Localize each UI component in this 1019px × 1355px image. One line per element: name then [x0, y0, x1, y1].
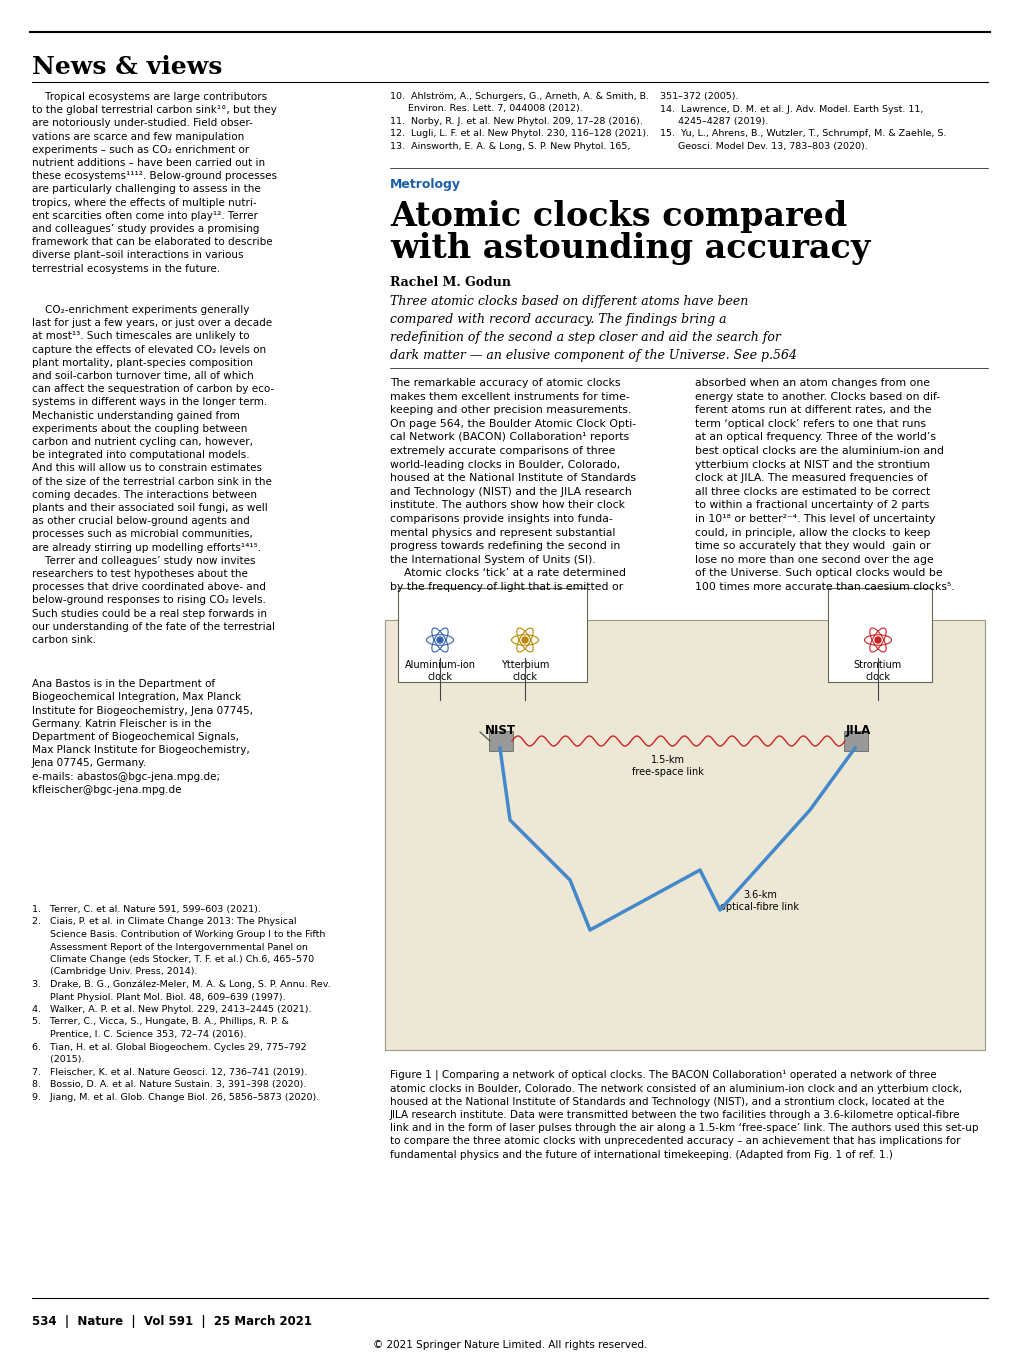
Text: JILA: JILA — [845, 724, 870, 737]
FancyBboxPatch shape — [827, 588, 931, 682]
Text: Strontium
clock: Strontium clock — [853, 660, 901, 682]
Text: Aluminium-ion
clock: Aluminium-ion clock — [405, 660, 475, 682]
Text: absorbed when an atom changes from one
energy state to another. Clocks based on : absorbed when an atom changes from one e… — [694, 378, 954, 592]
FancyBboxPatch shape — [488, 730, 513, 751]
Text: 10.  Ahlström, A., Schurgers, G., Arneth, A. & Smith, B.
      Environ. Res. Let: 10. Ahlström, A., Schurgers, G., Arneth,… — [389, 92, 648, 150]
Text: CO₂-enrichment experiments generally
last for just a few years, or just over a d: CO₂-enrichment experiments generally las… — [32, 305, 275, 645]
Text: Metrology: Metrology — [389, 178, 461, 191]
Text: NIST: NIST — [484, 724, 515, 737]
FancyBboxPatch shape — [397, 588, 586, 682]
Text: © 2021 Springer Nature Limited. All rights reserved.: © 2021 Springer Nature Limited. All righ… — [373, 1340, 646, 1350]
Text: Atomic clocks compared: Atomic clocks compared — [389, 201, 847, 233]
Text: Rachel M. Godun: Rachel M. Godun — [389, 276, 511, 289]
Text: Ytterbium
clock: Ytterbium clock — [500, 660, 548, 682]
Text: The remarkable accuracy of atomic clocks
makes them excellent instruments for ti: The remarkable accuracy of atomic clocks… — [389, 378, 636, 592]
FancyBboxPatch shape — [384, 621, 984, 1050]
Text: 534  |  Nature  |  Vol 591  |  25 March 2021: 534 | Nature | Vol 591 | 25 March 2021 — [32, 1314, 312, 1328]
Text: 1.5-km
free-space link: 1.5-km free-space link — [632, 755, 703, 776]
Text: News & views: News & views — [32, 56, 222, 79]
Circle shape — [522, 637, 528, 644]
Text: with astounding accuracy: with astounding accuracy — [389, 232, 869, 266]
Text: Ana Bastos is in the Department of
Biogeochemical Integration, Max Planck
Instit: Ana Bastos is in the Department of Bioge… — [32, 667, 253, 795]
Circle shape — [436, 637, 442, 644]
Text: Figure 1 | Comparing a network of optical clocks. The BACON Collaboration¹ opera: Figure 1 | Comparing a network of optica… — [389, 1070, 977, 1160]
Text: Three atomic clocks based on different atoms have been
compared with record accu: Three atomic clocks based on different a… — [389, 295, 796, 362]
Text: 351–372 (2005).
14.  Lawrence, D. M. et al. J. Adv. Model. Earth Syst. 11,
     : 351–372 (2005). 14. Lawrence, D. M. et a… — [659, 92, 946, 150]
FancyBboxPatch shape — [843, 730, 867, 751]
Text: Tropical ecosystems are large contributors
to the global terrestrial carbon sink: Tropical ecosystems are large contributo… — [32, 92, 277, 274]
Text: 3.6-km
optical-fibre link: 3.6-km optical-fibre link — [719, 890, 799, 912]
Text: 1.   Terrer, C. et al. Nature 591, 599–603 (2021).
2.   Ciais, P. et al. in Clim: 1. Terrer, C. et al. Nature 591, 599–603… — [32, 905, 330, 1102]
Circle shape — [874, 637, 880, 644]
